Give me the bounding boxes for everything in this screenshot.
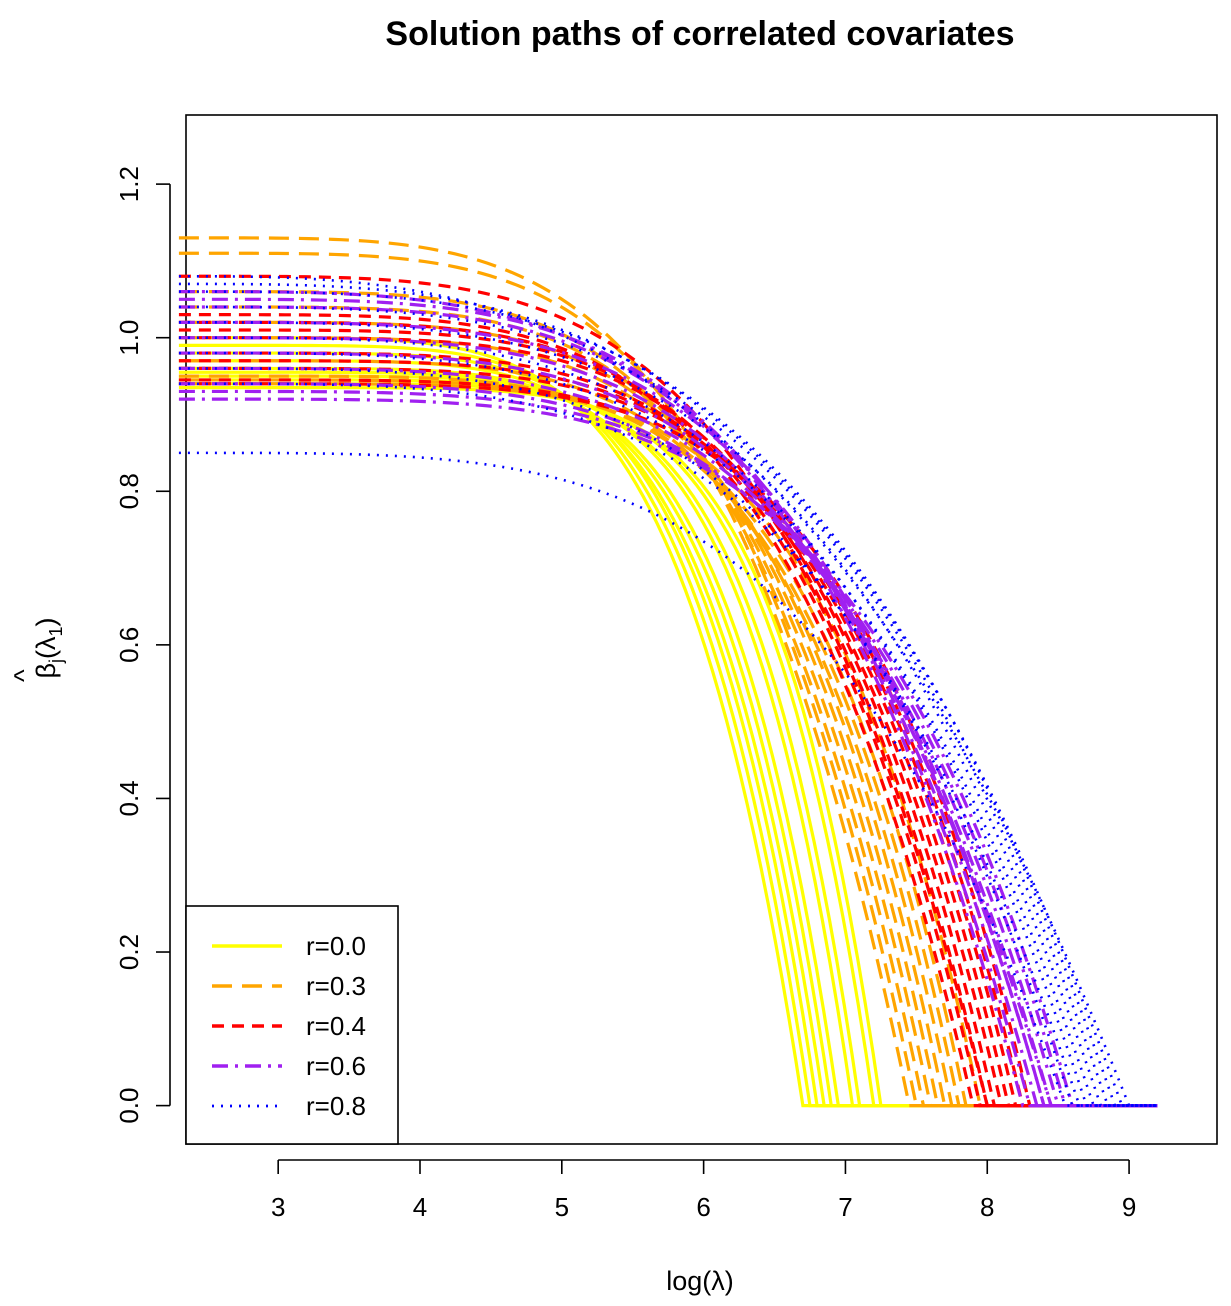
series-4-path-2 (178, 290, 1158, 1107)
series-4-path-7 (178, 367, 1158, 1107)
x-axis: 3 4 5 6 7 8 9 (271, 1159, 1136, 1222)
series-2-path-3 (178, 328, 1158, 1108)
y-axis-label-beta: β (31, 663, 61, 679)
legend-label-3: r=0.6 (306, 1051, 366, 1081)
y-axis-label-sub-j: j (46, 659, 66, 664)
series-3-path-1 (178, 297, 1158, 1108)
y-axis-label: βj(λ1) ^ (9, 617, 66, 682)
x-tick-label-1: 4 (413, 1192, 427, 1222)
x-tick-label-3: 6 (696, 1192, 710, 1222)
legend-label-1: r=0.3 (306, 971, 366, 1001)
series-lines (178, 236, 1158, 1108)
x-tick-label-2: 5 (555, 1192, 569, 1222)
legend-label-0: r=0.0 (306, 931, 366, 961)
chart-title: Solution paths of correlated covariates (385, 15, 1014, 53)
series-2-path-1 (178, 313, 1158, 1108)
series-4-path-5 (178, 336, 1158, 1107)
series-0-path-9 (178, 386, 1158, 1108)
x-tick-label-6: 9 (1122, 1192, 1136, 1222)
x-axis-label: log(λ) (666, 1266, 734, 1296)
y-tick-label-0: 0.0 (114, 1088, 144, 1124)
y-axis-label-arg-close: ) (31, 617, 61, 626)
series-1-path-0 (178, 236, 1158, 1108)
y-axis: 0.0 0.2 0.4 0.6 0.8 1.0 1.2 (114, 166, 171, 1124)
series-2-path-5 (178, 351, 1158, 1108)
y-axis-label-arg-sub: 1 (46, 626, 66, 636)
series-4-path-6 (178, 351, 1158, 1107)
x-tick-label-0: 3 (271, 1192, 285, 1222)
y-axis-label-hat: ^ (9, 669, 39, 682)
y-tick-label-1: 0.2 (114, 934, 144, 970)
legend-label-4: r=0.8 (306, 1091, 366, 1121)
y-tick-label-5: 1.0 (114, 320, 144, 356)
series-2-path-6 (178, 359, 1158, 1108)
series-1-path-2 (178, 290, 1158, 1108)
legend: r=0.0 r=0.3 r=0.4 r=0.6 r=0.8 (185, 905, 399, 1145)
x-tick-label-4: 7 (838, 1192, 852, 1222)
y-tick-label-4: 0.8 (114, 473, 144, 509)
legend-label-2: r=0.4 (306, 1011, 366, 1041)
y-tick-label-6: 1.2 (114, 166, 144, 202)
series-2-path-4 (178, 336, 1158, 1108)
series-3-path-6 (178, 366, 1158, 1108)
series-1-path-1 (178, 251, 1158, 1108)
y-axis-label-arg-open: (λ (31, 636, 61, 659)
series-2-path-0 (178, 274, 1158, 1108)
series-0-path-1 (178, 343, 1158, 1108)
y-tick-label-2: 0.4 (114, 780, 144, 816)
x-tick-label-5: 8 (980, 1192, 994, 1222)
svg-text:βj(λ1): βj(λ1) (31, 617, 66, 678)
plot-area-frame (185, 114, 1218, 1145)
y-tick-label-3: 0.6 (114, 627, 144, 663)
